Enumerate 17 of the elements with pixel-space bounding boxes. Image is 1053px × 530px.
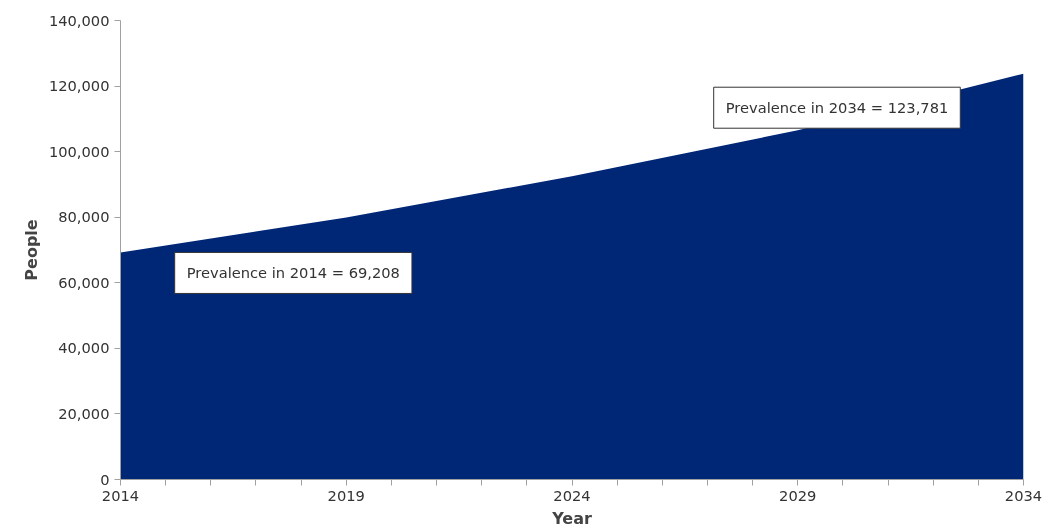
- y-tick-label: 40,000: [58, 339, 110, 357]
- y-tick-label: 120,000: [48, 77, 110, 95]
- x-tick-label: 2034: [1004, 486, 1043, 504]
- y-axis-title: People: [21, 219, 41, 281]
- x-tick-label: 2019: [327, 486, 365, 504]
- y-tick-label: 80,000: [58, 208, 110, 226]
- y-tick-label: 0: [100, 470, 110, 488]
- annotation: Prevalence in 2034 = 123,781: [725, 99, 949, 117]
- x-tick-label: 2024: [553, 486, 591, 504]
- y-tick-label: 100,000: [48, 142, 110, 160]
- y-tick-label: 20,000: [58, 404, 110, 422]
- y-tick-label: 60,000: [58, 273, 110, 291]
- x-tick-label: 2029: [779, 486, 817, 504]
- x-axis-title: Year: [551, 508, 592, 528]
- y-tick-label: 140,000: [48, 11, 110, 29]
- annotation: Prevalence in 2014 = 69,208: [186, 264, 400, 282]
- x-tick-label: 2014: [101, 486, 140, 504]
